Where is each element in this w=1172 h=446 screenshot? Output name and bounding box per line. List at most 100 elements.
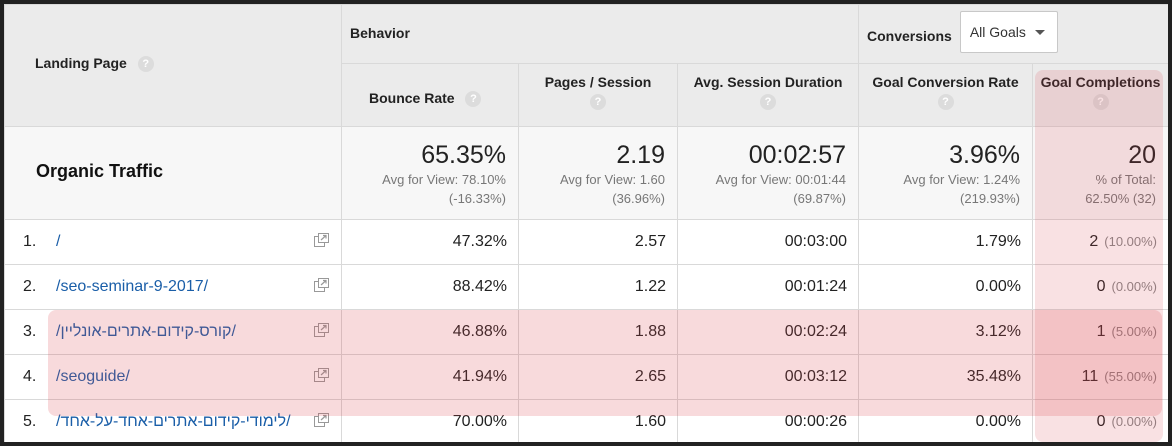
bounce-rate-cell: 88.42% — [341, 264, 519, 310]
avg-duration-label: Avg. Session Duration — [693, 74, 843, 90]
goal-completions-cell: 2 (10.00%) — [1032, 219, 1168, 265]
help-icon[interactable]: ? — [137, 56, 154, 73]
table-row[interactable]: 4. /seoguide/ 41.94% 2.65 00:03:12 35.48%… — [4, 354, 1168, 400]
summary-goal-conv-rate: 3.96% Avg for View: 1.24% (219.93%) — [858, 126, 1034, 220]
summary-value: 2.19 — [616, 141, 665, 169]
landing-page-cell: 4. /seoguide/ — [4, 354, 342, 400]
column-header-goal-conv-rate[interactable]: Goal Conversion Rate ? — [858, 63, 1034, 127]
goal-completions-value: 0 — [1096, 413, 1106, 430]
behavior-group-header: Behavior — [340, 4, 860, 64]
landing-page-link[interactable]: / — [56, 233, 61, 250]
pages-session-label: Pages / Session — [544, 74, 652, 90]
goal-completions-value: 2 — [1089, 233, 1099, 250]
goal-completions-cell: 1 (5.00%) — [1032, 309, 1168, 355]
row-number: 3. — [23, 323, 37, 340]
column-header-goal-completions[interactable]: Goal Completions ? — [1032, 63, 1168, 127]
help-icon[interactable]: ? — [1092, 94, 1109, 110]
pages-session-cell: 2.65 — [518, 354, 678, 400]
goal-conv-rate-cell: 3.12% — [858, 309, 1034, 355]
help-icon[interactable]: ? — [465, 91, 482, 108]
goal-completions-value: 0 — [1096, 278, 1106, 295]
column-header-avg-duration[interactable]: Avg. Session Duration ? — [676, 63, 860, 127]
table-row[interactable]: 5. /לימודי-קידום-אתרים-אחד-על-אחד/ 70.00%… — [4, 399, 1168, 442]
help-icon[interactable]: ? — [937, 94, 954, 110]
goal-conv-rate-cell: 0.00% — [858, 399, 1034, 442]
landing-page-cell: 1. / — [4, 219, 342, 265]
landing-page-label: Landing Page — [35, 55, 127, 71]
row-number: 5. — [23, 413, 37, 430]
open-external-icon[interactable] — [314, 323, 329, 337]
landing-page-link[interactable]: /לימודי-קידום-אתרים-אחד-על-אחד/ — [56, 413, 291, 430]
column-header-pages-session[interactable]: Pages / Session ? — [518, 63, 678, 127]
goal-completions-percent: (5.00%) — [1111, 324, 1158, 339]
avg-duration-cell: 00:03:00 — [676, 219, 860, 265]
summary-row: Organic Traffic 65.35% Avg for View: 78.… — [4, 126, 1168, 220]
table-row[interactable]: 3. /קורס-קידום-אתרים-אונליין/ 46.88% 1.88… — [4, 309, 1168, 355]
summary-value: 65.35% — [421, 141, 506, 169]
open-external-icon[interactable] — [314, 278, 329, 292]
column-header-bounce-rate[interactable]: Bounce Rate ? — [341, 63, 519, 127]
summary-avg: Avg for View: 1.60 — [559, 172, 665, 187]
summary-goal-completions: 20 % of Total: 62.50% (32) — [1032, 126, 1168, 220]
caret-down-icon — [1034, 30, 1045, 35]
summary-delta: (219.93%) — [960, 191, 1021, 206]
goal-conv-rate-cell: 1.79% — [858, 219, 1034, 265]
goal-conv-rate-cell: 35.48% — [858, 354, 1034, 400]
help-icon[interactable]: ? — [590, 94, 606, 110]
landing-page-header[interactable]: Landing Page ? — [4, 4, 342, 127]
row-number: 4. — [23, 368, 37, 385]
goal-completions-value: 11 — [1081, 368, 1099, 385]
summary-delta: (-16.33%) — [448, 191, 506, 206]
row-number: 1. — [23, 233, 37, 250]
analytics-report: Landing Page ? Behavior Conversions All … — [4, 4, 1168, 442]
pages-session-cell: 2.57 — [518, 219, 678, 265]
row-number: 2. — [23, 278, 37, 295]
goal-select-value: All Goals — [969, 24, 1026, 40]
goal-completions-percent: (0.00%) — [1111, 414, 1158, 429]
summary-avg: Avg for View: 78.10% — [382, 172, 506, 187]
landing-page-cell: 3. /קורס-קידום-אתרים-אונליין/ — [4, 309, 342, 355]
goal-conv-rate-cell: 0.00% — [858, 264, 1034, 310]
behavior-label: Behavior — [350, 25, 410, 41]
summary-delta: (69.87%) — [793, 191, 847, 206]
goal-completions-cell: 11 (55.00%) — [1032, 354, 1168, 400]
summary-avg: Avg for View: 1.24% — [903, 172, 1021, 187]
goal-completions-cell: 0 (0.00%) — [1032, 264, 1168, 310]
landing-page-cell: 5. /לימודי-קידום-אתרים-אחד-על-אחד/ — [4, 399, 342, 442]
summary-delta: (36.96%) — [612, 191, 665, 206]
goal-select-dropdown[interactable]: All Goals — [959, 11, 1058, 53]
open-external-icon[interactable] — [314, 233, 329, 247]
landing-page-link[interactable]: /seo-seminar-9-2017/ — [56, 278, 209, 295]
summary-value: 3.96% — [949, 141, 1021, 169]
landing-page-link[interactable]: /seoguide/ — [56, 368, 130, 385]
table-row[interactable]: 2. /seo-seminar-9-2017/ 88.42% 1.22 00:01… — [4, 264, 1168, 310]
bounce-rate-label: Bounce Rate — [369, 90, 455, 106]
bounce-rate-cell: 70.00% — [341, 399, 519, 442]
summary-bounce-rate: 65.35% Avg for View: 78.10% (-16.33%) — [341, 126, 519, 220]
segment-label: Organic Traffic — [4, 126, 342, 220]
landing-page-link[interactable]: /קורס-קידום-אתרים-אונליין/ — [56, 323, 236, 340]
pages-session-cell: 1.88 — [518, 309, 678, 355]
summary-value: 00:02:57 — [748, 141, 847, 169]
goal-conv-rate-label: Goal Conversion Rate — [872, 74, 1019, 90]
avg-duration-cell: 00:01:24 — [676, 264, 860, 310]
avg-duration-cell: 00:02:24 — [676, 309, 860, 355]
table-row[interactable]: 1. / 47.32% 2.57 00:03:00 1.79% 2 (10.00%) — [4, 219, 1168, 265]
goal-completions-percent: (10.00%) — [1104, 234, 1158, 249]
summary-value: 20 — [1128, 141, 1157, 169]
open-external-icon[interactable] — [314, 368, 329, 382]
bounce-rate-cell: 47.32% — [341, 219, 519, 265]
avg-duration-cell: 00:03:12 — [676, 354, 860, 400]
conversions-group-header: Conversions All Goals — [858, 4, 1168, 64]
landing-page-table: Landing Page ? Behavior Conversions All … — [4, 4, 1168, 442]
bounce-rate-cell: 41.94% — [341, 354, 519, 400]
pages-session-cell: 1.60 — [518, 399, 678, 442]
open-external-icon[interactable] — [314, 413, 329, 427]
summary-delta: 62.50% (32) — [1085, 191, 1157, 206]
avg-duration-cell: 00:00:26 — [676, 399, 860, 442]
goal-completions-percent: (55.00%) — [1104, 369, 1158, 384]
help-icon[interactable]: ? — [760, 94, 776, 110]
goal-completions-percent: (0.00%) — [1111, 279, 1158, 294]
summary-pages-session: 2.19 Avg for View: 1.60 (36.96%) — [518, 126, 678, 220]
summary-avg: Avg for View: 00:01:44 — [715, 172, 847, 187]
